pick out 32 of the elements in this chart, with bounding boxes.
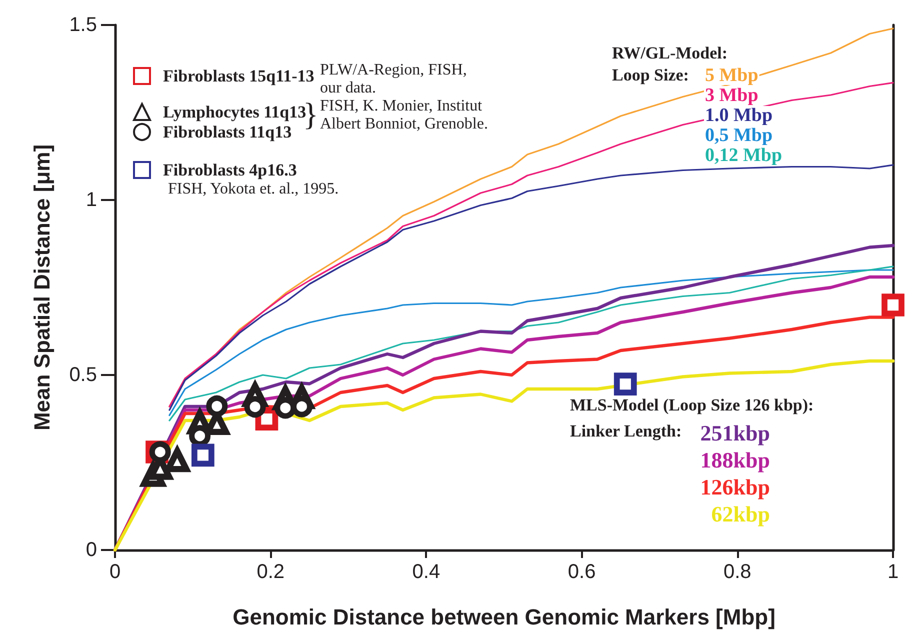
text: 0,5 Mbp [705, 125, 773, 146]
y-tick-label: 1.5 [69, 14, 97, 36]
annotation: PLW/A-Region, FISH, our data. [320, 62, 467, 96]
text: 251kbp [700, 420, 770, 446]
legend-label: Fibroblasts 4p16.3 [163, 160, 297, 180]
legend-label: Fibroblasts 11q13 [163, 122, 292, 142]
series-label: 5 Mbp [705, 65, 758, 86]
annotation: Loop Size: [612, 66, 689, 84]
y-tick-label: 0.5 [69, 364, 97, 386]
legend-label: Fibroblasts 15q11-13 [163, 66, 314, 86]
series-label: 3 Mbp [705, 85, 758, 106]
text: 188kbp [700, 448, 770, 472]
text: 1.0 Mbp [705, 105, 773, 126]
legend-label: Lymphocytes 11q13 [163, 102, 306, 122]
annotation: Linker Length: [570, 422, 682, 440]
x-tick-label: 0 [109, 561, 121, 583]
x-tick-label: 0.8 [723, 561, 752, 583]
text: 0,12 Mbp [705, 145, 782, 166]
x-tick-label: 1 [887, 561, 899, 583]
x-tick-label: 0.6 [568, 561, 596, 583]
annotation: FISH, Yokota et. al., 1995. [168, 180, 339, 198]
y-tick-label: 0 [86, 539, 97, 561]
x-tick-label: 0.2 [256, 561, 285, 583]
text: 62kbp [711, 502, 770, 526]
annotation: FISH, K. Monier, Institut Albert Bonniot, Grenoble. [320, 98, 488, 132]
y-tick-label: 1 [86, 189, 97, 211]
y-axis-title: Mean Spatial Distance [μm] [30, 144, 54, 431]
text: 126kbp [700, 474, 770, 500]
x-tick-label: 0.4 [412, 561, 440, 583]
x-axis-title: Genomic Distance between Genomic Markers [Mbp] [232, 604, 776, 630]
annotation: RW/GL-Model: [612, 44, 728, 62]
annotation: MLS-Model (Loop Size 126 kbp): [570, 396, 814, 414]
